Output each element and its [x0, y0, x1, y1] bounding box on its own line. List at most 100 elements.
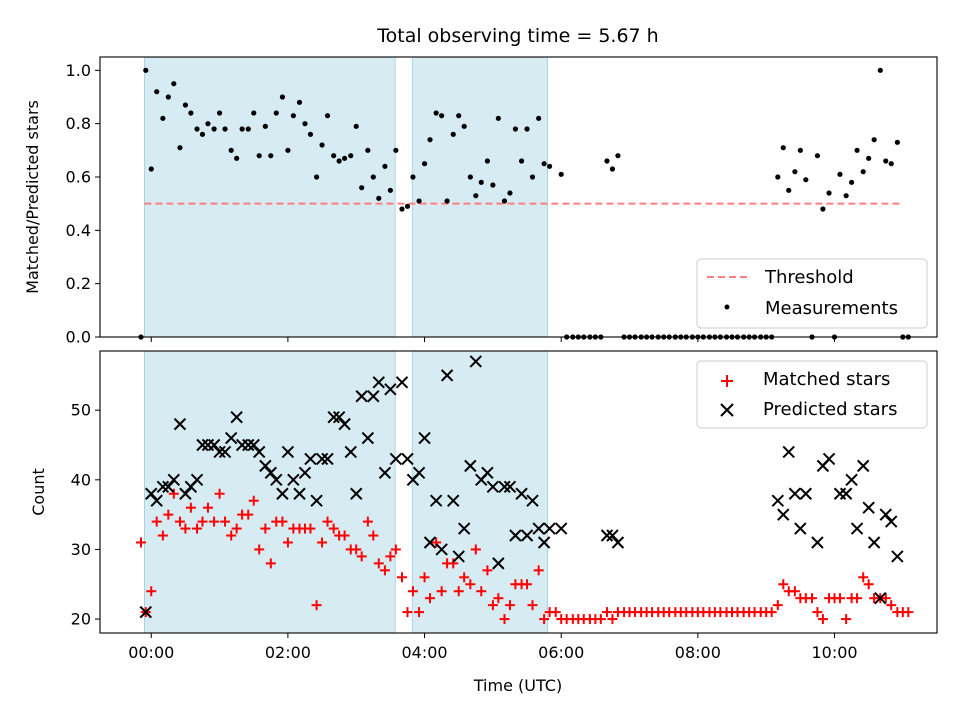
- measurement-point: [461, 123, 467, 129]
- measurement-point: [820, 206, 826, 212]
- matched-star-point: [135, 537, 146, 548]
- measurement-point: [780, 145, 786, 151]
- measurement-point: [188, 110, 194, 116]
- predicted-star-point: [190, 473, 204, 487]
- predicted-star-point: [264, 466, 278, 480]
- bottom-legend-box: [696, 360, 928, 429]
- matched-star-point: [328, 523, 339, 534]
- matched-star-point: [504, 600, 515, 611]
- measurement-point: [262, 123, 268, 129]
- predicted-star-point: [167, 473, 180, 487]
- measurement-point: [216, 110, 223, 116]
- predicted-star-point: [276, 487, 289, 500]
- measurement-point: [143, 67, 149, 73]
- measurement-point: [888, 161, 894, 167]
- measurement-point: [165, 94, 171, 100]
- predicted-star-point: [156, 480, 170, 493]
- predicted-star-point: [372, 376, 385, 389]
- measurement-point: [342, 155, 348, 161]
- measurement-point: [307, 131, 314, 137]
- top-y-axis-label: Matched/Predicted stars: [23, 100, 42, 294]
- measurement-point: [456, 113, 462, 119]
- predicted-star-point: [367, 390, 380, 403]
- measurement-point: [370, 174, 376, 180]
- predicted-star-point: [344, 445, 357, 459]
- measurement-point: [837, 171, 843, 177]
- predicted-star-point: [481, 466, 494, 480]
- x-axis-label: Time (UTC): [473, 676, 562, 695]
- top-y-tick-label: 0.2: [66, 274, 91, 293]
- predicted-star-point: [492, 557, 505, 570]
- measurement-point: [546, 163, 553, 169]
- predicted-star-point: [520, 529, 534, 542]
- measurement-point: [524, 126, 530, 132]
- shaded-interval: [144, 56, 396, 338]
- predicted-star-point: [469, 355, 483, 368]
- matched-star-point: [858, 572, 869, 583]
- x-tick-label: 02:00: [265, 643, 311, 662]
- matched-star-point: [311, 600, 322, 611]
- matched-star-point: [180, 523, 191, 534]
- measurement-point: [814, 153, 821, 159]
- measurement-point: [199, 131, 206, 137]
- predicted-star-point: [321, 452, 334, 466]
- bottom-y-ticks: 20 30 40 50: [71, 401, 100, 629]
- measurement-point: [512, 126, 519, 132]
- matched-star-point: [414, 607, 425, 618]
- measurement-point: [404, 203, 411, 209]
- predicted-star-point: [315, 452, 329, 466]
- predicted-star-point: [777, 508, 790, 521]
- measurement-point: [797, 147, 803, 153]
- matched-star-point: [812, 607, 823, 618]
- measurement-point: [290, 113, 296, 119]
- predicted-star-point: [537, 536, 551, 549]
- matched-star-point: [817, 614, 828, 625]
- matched-star-point: [903, 607, 914, 618]
- matched-star-point: [322, 516, 333, 527]
- predicted-star-point: [611, 536, 625, 549]
- measurement-point: [154, 89, 160, 95]
- measurement-point: [558, 171, 564, 177]
- predicted-star-point: [509, 529, 522, 542]
- predicted-star-point: [857, 459, 870, 473]
- measurement-point: [541, 161, 547, 167]
- measurement-point: [860, 169, 866, 175]
- matched-star-point: [493, 593, 504, 604]
- matched-star-point: [522, 579, 533, 590]
- measurement-point: [439, 113, 445, 119]
- measurement-point: [484, 158, 491, 164]
- matched-star-point: [470, 544, 481, 555]
- measurement-point: [182, 102, 189, 108]
- top-shaded-intervals: [144, 56, 548, 338]
- matched-star-point: [778, 579, 789, 590]
- predicted-star-point: [885, 515, 898, 528]
- predicted-star-point: [230, 410, 243, 424]
- predicted-star-point: [839, 487, 853, 500]
- predicted-star-point: [304, 452, 317, 466]
- predicted-star-point: [162, 480, 175, 493]
- top-y-tick-label: 1.0: [66, 61, 91, 80]
- predicted-star-point: [532, 522, 545, 535]
- predicted-star-point: [287, 473, 300, 487]
- predicted-star-point: [384, 383, 397, 396]
- matched-star-point: [254, 544, 265, 555]
- predicted-star-point: [554, 522, 568, 535]
- measurement-point: [877, 67, 883, 73]
- legend-measurement-swatch: [724, 304, 730, 310]
- top-y-tick-label: 0.0: [66, 328, 91, 347]
- predicted-star-point: [606, 529, 619, 542]
- bottom-y-tick-label: 30: [71, 540, 91, 559]
- predicted-star-point: [389, 452, 403, 466]
- predicted-star-point: [139, 605, 152, 619]
- matched-star-point: [863, 579, 874, 590]
- bottom-legend: Matched stars Predicted stars: [696, 360, 928, 429]
- measurement-point: [843, 193, 849, 199]
- measurement-point: [518, 158, 525, 164]
- predicted-star-point: [874, 591, 887, 605]
- x-tick-label: 08:00: [675, 643, 721, 662]
- predicted-star-point: [293, 487, 306, 500]
- predicted-star-point: [361, 431, 375, 445]
- matched-star-point: [806, 593, 817, 604]
- predicted-star-point: [440, 369, 454, 382]
